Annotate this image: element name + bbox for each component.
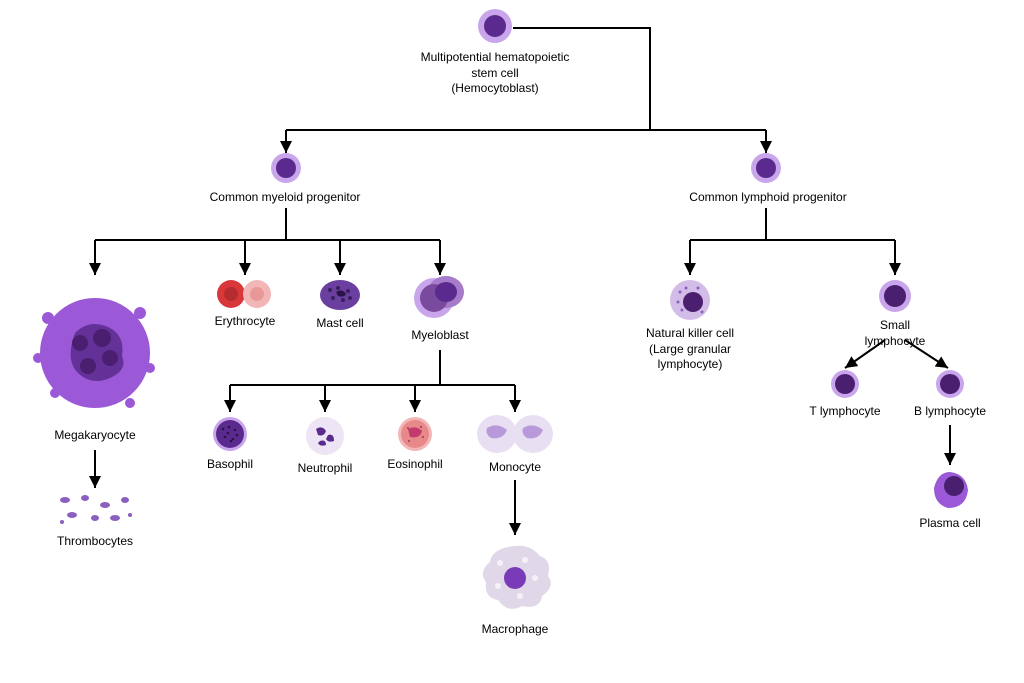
myeloblast-node: Myeloblast xyxy=(405,272,475,344)
b-lymphocyte-node: B lymphocyte xyxy=(905,368,995,420)
small-lymphocyte-node: Small lymphocyte xyxy=(850,278,940,349)
cmp-node xyxy=(268,152,304,184)
monocyte-node: Monocyte xyxy=(470,412,560,476)
megakaryocyte-cell-icon xyxy=(30,278,160,408)
monocyte-cell-icon xyxy=(475,412,555,456)
neutrophil-node: Neutrophil xyxy=(290,415,360,477)
plasma-cell-icon xyxy=(928,468,972,512)
erythrocyte-cell-icon xyxy=(215,278,275,310)
megakaryocyte-node: Megakaryocyte xyxy=(30,278,160,444)
cmp-label: Common myeloid progenitor xyxy=(190,186,380,206)
eosinophil-cell-icon xyxy=(396,415,434,453)
neutrophil-cell-icon xyxy=(304,415,346,457)
t-lymphocyte-icon xyxy=(829,368,861,400)
myeloblast-cell-icon xyxy=(412,272,468,320)
clp-node xyxy=(748,152,784,184)
macrophage-node: Macrophage xyxy=(465,538,565,638)
thrombocytes-icon xyxy=(50,490,140,530)
basophil-cell-icon xyxy=(211,415,249,453)
hsc-node xyxy=(470,8,520,44)
mast-cell-node: Mast cell xyxy=(305,278,375,332)
clp-label: Common lymphoid progenitor xyxy=(668,186,868,206)
macrophage-cell-icon xyxy=(470,538,560,618)
thrombocytes-node: Thrombocytes xyxy=(40,490,150,550)
erythrocyte-node: Erythrocyte xyxy=(205,278,285,330)
hsc-cell-icon xyxy=(477,8,513,44)
plasma-cell-node: Plasma cell xyxy=(910,468,990,532)
clp-cell-icon xyxy=(750,152,782,184)
small-lymphocyte-icon xyxy=(877,278,913,314)
nk-cell-node: Natural killer cell(Large granular lymph… xyxy=(615,278,765,373)
mast-cell-icon xyxy=(318,278,362,312)
basophil-node: Basophil xyxy=(200,415,260,473)
nk-cell-icon xyxy=(668,278,712,322)
cmp-cell-icon xyxy=(270,152,302,184)
eosinophil-node: Eosinophil xyxy=(382,415,448,473)
b-lymphocyte-icon xyxy=(934,368,966,400)
t-lymphocyte-node: T lymphocyte xyxy=(800,368,890,420)
hsc-label: Multipotential hematopoieticstem cell(He… xyxy=(395,46,595,97)
